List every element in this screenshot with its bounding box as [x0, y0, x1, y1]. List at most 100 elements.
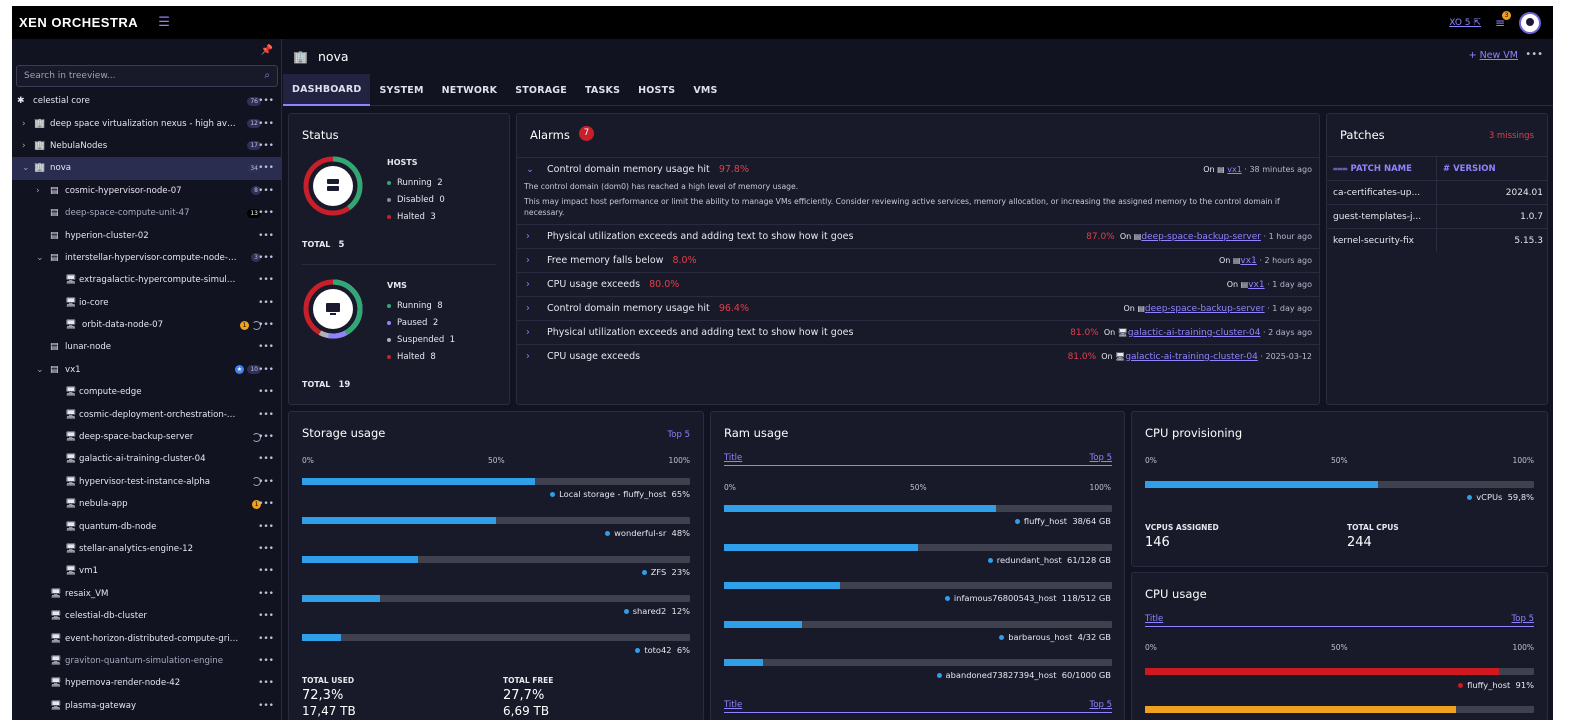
- more-icon[interactable]: •••: [258, 611, 274, 622]
- storage-top5[interactable]: Top 5: [667, 430, 690, 440]
- tree-item[interactable]: 🖥 quantum-db-node •••: [12, 515, 282, 537]
- more-icon[interactable]: •••: [258, 678, 274, 689]
- chevron-down-icon[interactable]: ⌄: [36, 252, 44, 263]
- alarm-row[interactable]: › Free memory falls below 8.0% On ▤vx1 ·…: [517, 248, 1319, 272]
- chevron-right-icon[interactable]: ›: [526, 255, 530, 266]
- alarm-target-link[interactable]: galactic-ai-training-cluster-04: [1125, 351, 1258, 362]
- tree-item[interactable]: › ▤ cosmic-hypervisor-node-07 8 •••: [12, 180, 282, 202]
- menu-icon[interactable]: ☰: [158, 15, 170, 30]
- tree-item[interactable]: › 🏢 deep space virtualization nexus - high…: [12, 112, 282, 134]
- tree-item[interactable]: ⌄ ▤ vx1 10 ★ •••: [12, 359, 282, 381]
- alarm-target-link[interactable]: deep-space-backup-server: [1144, 303, 1265, 314]
- more-icon[interactable]: •••: [258, 185, 274, 196]
- more-icon[interactable]: •••: [258, 140, 274, 151]
- table-row[interactable]: ca-certificates-up... 2024.01: [1327, 180, 1547, 204]
- tab-vms[interactable]: VMS: [693, 84, 718, 96]
- tree-item[interactable]: 🖥 io-core •••: [12, 292, 282, 314]
- more-icon[interactable]: •••: [258, 633, 274, 644]
- more-icon[interactable]: •••: [258, 387, 274, 398]
- more-icon[interactable]: •••: [258, 655, 274, 666]
- chevron-right-icon[interactable]: ›: [526, 231, 530, 242]
- more-icon[interactable]: •••: [258, 432, 274, 443]
- alarm-target-link[interactable]: vx1: [1227, 165, 1242, 174]
- avatar[interactable]: [1519, 12, 1541, 34]
- more-icon[interactable]: •••: [258, 96, 274, 107]
- more-icon[interactable]: •••: [258, 521, 274, 532]
- tree-item[interactable]: 🖥 celestial-db-cluster •••: [12, 605, 282, 627]
- chevron-down-icon[interactable]: ⌄: [22, 163, 30, 174]
- more-icon[interactable]: •••: [258, 364, 274, 375]
- tab-hosts[interactable]: HOSTS: [638, 84, 676, 96]
- table-row[interactable]: kernel-security-fix 5.15.3: [1327, 228, 1547, 252]
- tree-item[interactable]: ✱ celestial core 76 •••: [12, 90, 282, 112]
- tasks-icon[interactable]: ≡ 3: [1495, 11, 1511, 30]
- tree-item[interactable]: 🖥 orbit-data-node-07 1 •••: [12, 314, 282, 336]
- chevron-right-icon[interactable]: ›: [526, 327, 530, 338]
- ram-sub-title[interactable]: Title: [724, 453, 743, 463]
- tree-item[interactable]: 🖥 deep-space-backup-server •••: [12, 426, 282, 448]
- tree-item[interactable]: ▤ lunar-node •••: [12, 336, 282, 358]
- tree-item[interactable]: 🖥 nebula-app 1 •••: [12, 493, 282, 515]
- more-icon[interactable]: •••: [1525, 49, 1543, 60]
- alarm-row[interactable]: › Physical utilization exceeds and addin…: [517, 320, 1319, 344]
- more-icon[interactable]: •••: [258, 409, 274, 420]
- cpu-top5[interactable]: Top 5: [1511, 614, 1534, 624]
- tab-storage[interactable]: STORAGE: [515, 84, 567, 96]
- tree-item[interactable]: › 🏢 NebulaNodes 17 •••: [12, 135, 282, 157]
- tab-dashboard[interactable]: DASHBOARD: [283, 74, 371, 106]
- alarm-target-link[interactable]: galactic-ai-training-cluster-04: [1127, 327, 1261, 338]
- tree-item[interactable]: 🖥 galactic-ai-training-cluster-04 •••: [12, 448, 282, 470]
- chevron-right-icon[interactable]: ›: [22, 140, 26, 151]
- tree-item[interactable]: 🖥 cosmic-deployment-orchestration-vxno...…: [12, 403, 282, 425]
- tree-item[interactable]: 🖥 hypervisor-test-instance-alpha •••: [12, 471, 282, 493]
- app-logo[interactable]: XEN ORCHESTRA: [19, 15, 139, 30]
- more-icon[interactable]: •••: [258, 700, 274, 711]
- tree-item[interactable]: ▤ hyperion-cluster-02 •••: [12, 224, 282, 246]
- chevron-right-icon[interactable]: ›: [526, 303, 530, 314]
- more-icon[interactable]: •••: [258, 588, 274, 599]
- col-version[interactable]: # VERSION: [1443, 163, 1496, 174]
- alarm-row[interactable]: › Physical utilization exceeds and addin…: [517, 224, 1319, 248]
- more-icon[interactable]: •••: [258, 208, 274, 219]
- chevron-right-icon[interactable]: ›: [22, 118, 26, 129]
- tab-tasks[interactable]: TASKS: [584, 84, 621, 96]
- more-icon[interactable]: •••: [258, 566, 274, 577]
- tree-item[interactable]: 🖥 plasma-gateway •••: [12, 695, 282, 717]
- more-icon[interactable]: •••: [258, 454, 274, 465]
- more-icon[interactable]: •••: [258, 230, 274, 241]
- tree-item[interactable]: 🖥 compute-edge •••: [12, 381, 282, 403]
- tree-item[interactable]: 🖥 graviton-quantum-simulation-engine •••: [12, 650, 282, 672]
- more-icon[interactable]: •••: [258, 275, 274, 286]
- tree-item[interactable]: ⌄ ▤ interstellar-hypervisor-compute-node-c…: [12, 247, 282, 269]
- alarm-row[interactable]: › CPU usage exceeds 81.0% On 🖥galactic-a…: [517, 344, 1319, 368]
- search-input[interactable]: Search in treeview... ⌕: [16, 65, 278, 87]
- table-row[interactable]: guest-templates-j... 1.0.7: [1327, 204, 1547, 228]
- more-icon[interactable]: •••: [258, 544, 274, 554]
- tree-item[interactable]: 🖥 resaix_VM •••: [12, 583, 282, 605]
- col-patch-name[interactable]: ⩶ PATCH NAME: [1327, 157, 1437, 180]
- alarm-target-link[interactable]: vx1: [1240, 255, 1257, 266]
- more-icon[interactable]: •••: [258, 118, 274, 129]
- chevron-right-icon[interactable]: ›: [526, 279, 530, 290]
- alarm-row[interactable]: › CPU usage exceeds 80.0% On ▤vx1 · 1 da…: [517, 272, 1319, 296]
- search-icon[interactable]: ⌕: [264, 70, 270, 81]
- tree-item[interactable]: 🖥 vm1 •••: [12, 560, 282, 582]
- alarm-target-link[interactable]: deep-space-backup-server: [1141, 231, 1261, 242]
- tree-item[interactable]: 🖥 event-horizon-distributed-compute-grid-…: [12, 627, 282, 649]
- new-vm-button[interactable]: + New VM: [1468, 50, 1518, 61]
- chevron-down-icon[interactable]: ⌄: [526, 164, 534, 175]
- chevron-right-icon[interactable]: ›: [526, 351, 530, 362]
- chevron-down-icon[interactable]: ⌄: [36, 364, 44, 375]
- chevron-right-icon[interactable]: ›: [36, 185, 40, 196]
- more-icon[interactable]: •••: [258, 163, 274, 174]
- tree-item[interactable]: ▤ deep-space-compute-unit-47 13 •••: [12, 202, 282, 224]
- alarm-row[interactable]: › Control domain memory usage hit 96.4% …: [517, 296, 1319, 320]
- alarm-target-link[interactable]: vx1: [1248, 279, 1265, 290]
- tree-item[interactable]: 🖥 hypernova-render-node-42 •••: [12, 672, 282, 694]
- tab-network[interactable]: NETWORK: [441, 84, 498, 96]
- pin-icon[interactable]: 📌: [260, 45, 273, 56]
- ram-sub-title-2[interactable]: Title: [724, 700, 743, 710]
- ram-top5-2[interactable]: Top 5: [1089, 700, 1112, 710]
- more-icon[interactable]: •••: [258, 342, 274, 353]
- more-icon[interactable]: •••: [258, 499, 274, 510]
